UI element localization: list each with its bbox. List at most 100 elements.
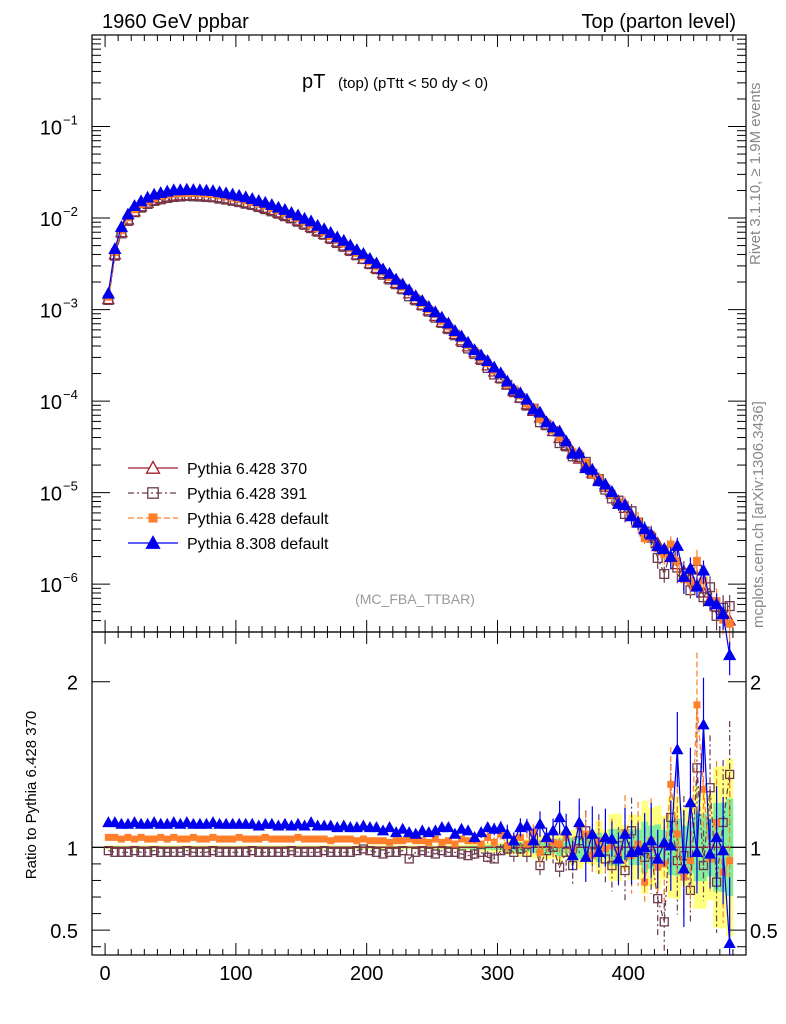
legend-label: Pythia 6.428 370	[187, 461, 307, 478]
header-energy-label: 1960 GeV ppbar	[102, 11, 249, 33]
legend-label: Pythia 8.308 default	[187, 536, 329, 553]
ratio-data-point	[424, 847, 434, 857]
ratio-data-point	[195, 847, 205, 857]
ratio-data-point	[352, 845, 362, 856]
data-point	[350, 243, 364, 256]
ratio-data-point	[319, 845, 329, 856]
data-point	[539, 415, 554, 428]
ratio-data-point	[699, 785, 707, 793]
data-point	[337, 233, 351, 246]
ratio-data-point	[265, 817, 278, 829]
ratio-data-point	[710, 831, 723, 843]
ratio-data-point	[592, 845, 605, 857]
ratio-data-point	[723, 937, 736, 949]
data-point	[651, 539, 665, 552]
data-point	[546, 420, 560, 433]
ratio-data-point	[365, 845, 375, 856]
data-point	[376, 262, 390, 275]
legend: Pythia 6.428 370 Pythia 6.428 391 Pythia 6…	[128, 460, 329, 553]
ratio-data-point	[686, 857, 694, 865]
ratio-series-line	[108, 767, 731, 923]
data-point	[585, 462, 599, 475]
ratio-data-point	[144, 835, 152, 843]
ratio-data-point	[520, 819, 534, 831]
ratio-data-point	[397, 845, 408, 856]
ratio-data-point	[235, 833, 243, 841]
ratio-y-tick-label: 1	[67, 838, 78, 860]
data-point	[284, 205, 299, 218]
ratio-data-point	[522, 847, 532, 857]
x-tick-label: 0	[100, 963, 111, 985]
y-tick-label: 10	[40, 118, 62, 140]
y-tick-label: 10	[40, 484, 62, 506]
ratio-data-point	[188, 847, 199, 857]
ratio-data-point	[396, 822, 409, 834]
legend-label: Pythia 6.428 391	[187, 486, 307, 503]
ratio-data-point	[417, 845, 427, 856]
y-tick-label: 10	[40, 301, 62, 323]
ratio-data-point	[451, 840, 459, 848]
ratio-data-point	[353, 837, 361, 845]
data-point	[108, 242, 122, 254]
ratio-data-point	[123, 847, 133, 857]
ratio-data-point	[129, 845, 140, 856]
legend-marker	[145, 460, 161, 474]
ratio-data-point	[304, 816, 318, 828]
ratio-data-point	[673, 830, 681, 838]
ratio-data-point	[357, 819, 370, 831]
ratio-data-point	[150, 835, 158, 843]
ratio-data-point	[560, 824, 573, 836]
ratio-data-point	[527, 834, 540, 846]
data-point	[640, 534, 649, 543]
ratio-data-point	[476, 847, 486, 857]
data-point	[693, 556, 701, 565]
ratio-data-point	[391, 847, 401, 857]
ratio-data-point	[320, 835, 328, 843]
data-point	[507, 382, 521, 395]
ratio-data-point	[103, 845, 113, 856]
data-point	[448, 324, 462, 337]
ratio-data-point	[248, 835, 256, 843]
data-point	[487, 360, 501, 373]
data-point	[441, 316, 456, 329]
data-point	[101, 286, 115, 299]
data-point	[454, 329, 469, 342]
ratio-y-tick-label-right: 0.5	[750, 921, 778, 943]
ratio-data-point	[202, 835, 210, 843]
ratio-data-point	[496, 845, 506, 856]
data-point	[311, 218, 325, 231]
ratio-data-point	[278, 817, 292, 829]
ratio-data-point	[507, 834, 520, 846]
ratio-data-point	[346, 835, 354, 843]
ratio-data-point	[128, 816, 141, 828]
ratio-data-point	[659, 917, 669, 927]
data-point	[474, 348, 488, 361]
data-point	[245, 192, 259, 204]
ratio-data-point	[281, 835, 289, 843]
y-tick-label: 10	[40, 209, 62, 231]
data-point	[343, 238, 357, 251]
ratio-data-point	[671, 743, 684, 755]
ratio-data-point	[431, 835, 439, 843]
data-point	[696, 563, 711, 576]
x-tick-label: 300	[481, 963, 514, 985]
ratio-data-point	[684, 796, 697, 808]
data-point	[592, 474, 606, 487]
ratio-data-point	[332, 847, 342, 857]
ratio-data-point	[208, 845, 218, 856]
ratio-data-point	[456, 849, 467, 859]
data-point	[725, 620, 734, 628]
ratio-data-point	[725, 769, 735, 780]
ratio-data-point	[444, 837, 452, 845]
ratio-data-point	[384, 847, 395, 857]
ratio-data-point	[108, 816, 121, 828]
ratio-data-point	[162, 847, 172, 857]
ratio-data-point	[293, 847, 303, 857]
ratio-data-point	[458, 835, 466, 843]
ratio-data-point	[222, 835, 230, 843]
ratio-data-point	[490, 838, 498, 846]
ratio-data-point	[261, 833, 269, 841]
ratio-data-point	[645, 834, 658, 846]
data-point	[369, 256, 384, 269]
ratio-data-point	[556, 840, 564, 848]
